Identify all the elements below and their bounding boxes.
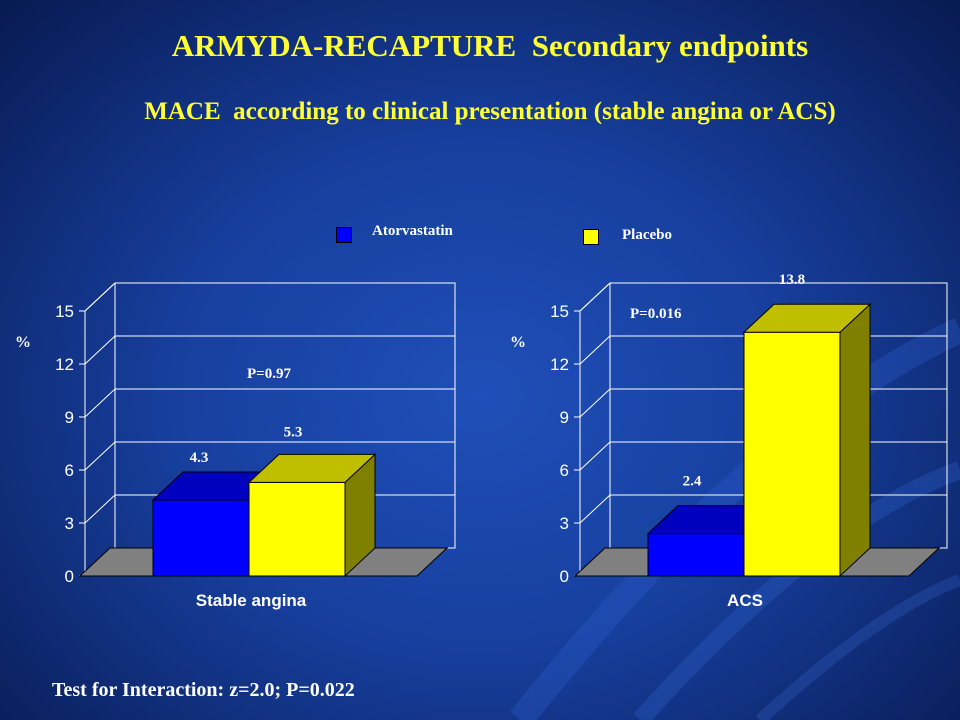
category-label: Stable angina bbox=[196, 591, 307, 610]
y-tick-label: 9 bbox=[65, 408, 74, 427]
data-label-atorvastatin: 2.4 bbox=[683, 474, 702, 490]
bar-atorvastatin bbox=[647, 533, 745, 577]
bar-top-placebo bbox=[247, 453, 377, 483]
y-tick-label: 9 bbox=[560, 408, 569, 427]
legend-swatch-placebo bbox=[583, 229, 599, 245]
legend-swatch-atorvastatin bbox=[336, 227, 352, 243]
p-value-annotation: P=0.016 bbox=[630, 306, 682, 322]
bar-top-placebo bbox=[742, 303, 872, 333]
bar-placebo bbox=[743, 331, 841, 577]
interaction-test-note: Test for Interaction: z=2.0; P=0.022 bbox=[52, 679, 355, 701]
y-tick-label: 6 bbox=[560, 461, 569, 480]
y-tick-label: 6 bbox=[65, 461, 74, 480]
y-tick-label: 0 bbox=[65, 567, 74, 586]
data-label-atorvastatin: 4.3 bbox=[190, 450, 209, 466]
y-tick-label: 0 bbox=[560, 567, 569, 586]
y-axis-label: % bbox=[15, 334, 31, 351]
y-tick-label: 12 bbox=[550, 355, 569, 374]
bar-atorvastatin bbox=[152, 499, 250, 577]
p-value-annotation: P=0.97 bbox=[247, 366, 291, 382]
bar-placebo bbox=[248, 481, 346, 577]
gridline bbox=[84, 282, 455, 312]
gridline bbox=[579, 282, 947, 312]
y-axis-label: % bbox=[510, 334, 526, 351]
y-tick-label: 15 bbox=[550, 302, 569, 321]
gridline bbox=[84, 441, 455, 471]
gridline bbox=[84, 388, 455, 418]
y-tick-label: 15 bbox=[55, 302, 74, 321]
slide-title: ARMYDA-RECAPTURE Secondary endpoints bbox=[171, 28, 809, 63]
y-tick-label: 12 bbox=[55, 355, 74, 374]
legend-label-placebo: Placebo bbox=[622, 227, 672, 243]
data-label-placebo: 13.8 bbox=[779, 272, 805, 288]
y-tick-label: 3 bbox=[65, 514, 74, 533]
gridline bbox=[84, 335, 455, 365]
data-label-placebo: 5.3 bbox=[284, 424, 303, 440]
bar-side-placebo bbox=[839, 303, 871, 578]
y-tick-label: 3 bbox=[560, 514, 569, 533]
slide-subtitle: MACE according to clinical presentation … bbox=[144, 98, 836, 125]
category-label: ACS bbox=[727, 591, 763, 610]
legend-label-atorvastatin: Atorvastatin bbox=[372, 223, 453, 239]
